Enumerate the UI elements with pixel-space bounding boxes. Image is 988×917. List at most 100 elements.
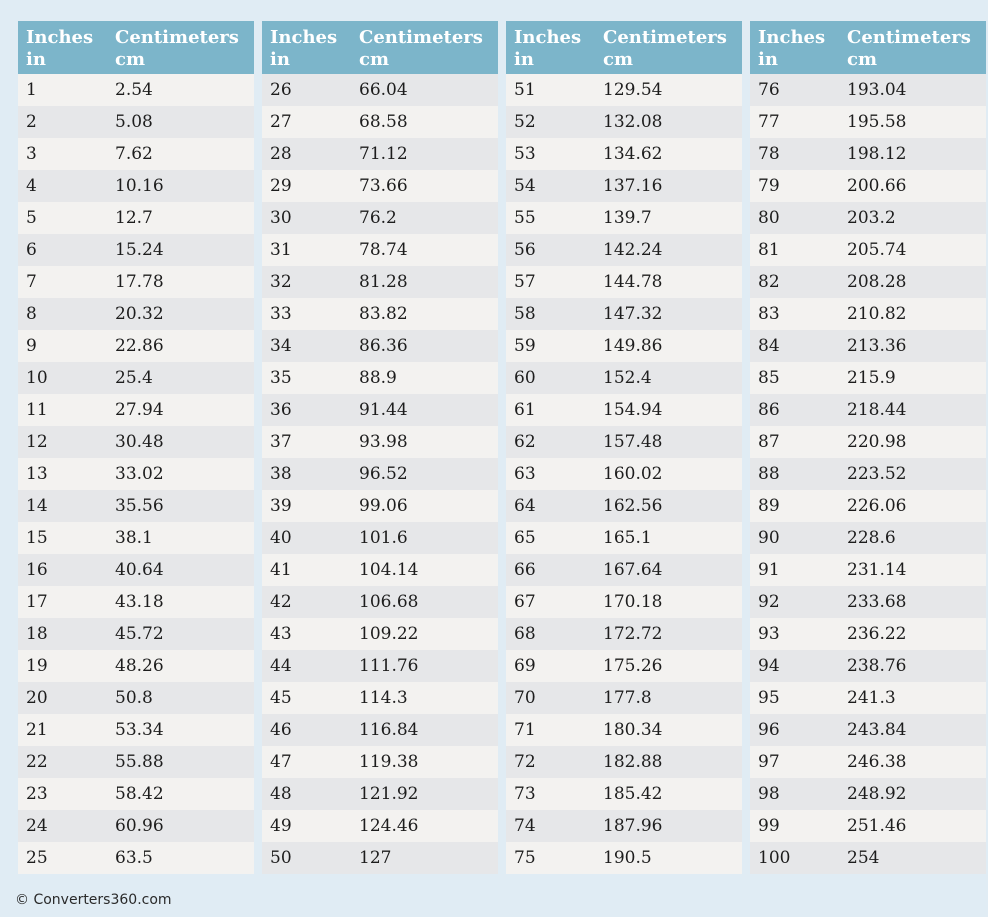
table-row: 79 200.66	[750, 170, 986, 202]
centimeters-value: 205.74	[847, 240, 907, 260]
inches-value: 86	[758, 400, 780, 420]
inches-value: 5	[26, 208, 37, 228]
centimeters-value: 218.44	[847, 400, 907, 420]
centimeters-value: 134.62	[603, 144, 663, 164]
table-row: 19 48.26	[18, 650, 254, 682]
centimeters-value: 193.04	[847, 80, 907, 100]
inches-value: 43	[270, 624, 292, 644]
inches-value: 13	[26, 464, 48, 484]
table-row: 38 96.52	[262, 458, 498, 490]
table-row: 4 10.16	[18, 170, 254, 202]
table-row: 48 121.92	[262, 778, 498, 810]
table-row: 8 20.32	[18, 298, 254, 330]
inches-value: 40	[270, 528, 292, 548]
inches-header-line1: Inches	[26, 27, 94, 48]
table-row: 39 99.06	[262, 490, 498, 522]
inches-value: 65	[514, 528, 536, 548]
inches-value: 89	[758, 496, 780, 516]
inches-value: 84	[758, 336, 780, 356]
inches-value: 36	[270, 400, 292, 420]
centimeters-header-line2: cm	[115, 49, 146, 70]
centimeters-value: 238.76	[847, 656, 907, 676]
inches-value: 51	[514, 80, 536, 100]
inches-value: 34	[270, 336, 292, 356]
inches-value: 63	[514, 464, 536, 484]
centimeters-value: 43.18	[115, 592, 164, 612]
centimeters-value: 223.52	[847, 464, 907, 484]
inches-value: 22	[26, 752, 48, 772]
table-row: 73 185.42	[506, 778, 742, 810]
centimeters-header-line2: cm	[359, 49, 390, 70]
inches-header-line2: in	[270, 49, 290, 70]
inches-value: 90	[758, 528, 780, 548]
table-row: 61 154.94	[506, 394, 742, 426]
table-row: 71 180.34	[506, 714, 742, 746]
table-row: 62 157.48	[506, 426, 742, 458]
inches-value: 25	[26, 848, 48, 868]
centimeters-header-line2: cm	[603, 49, 634, 70]
table-row: 70 177.8	[506, 682, 742, 714]
centimeters-value: 101.6	[359, 528, 408, 548]
table-row: 67 170.18	[506, 586, 742, 618]
centimeters-value: 243.84	[847, 720, 907, 740]
table-row: 84 213.36	[750, 330, 986, 362]
inches-value: 85	[758, 368, 780, 388]
inches-value: 81	[758, 240, 780, 260]
centimeters-value: 144.78	[603, 272, 663, 292]
table-row: 41 104.14	[262, 554, 498, 586]
inches-value: 72	[514, 752, 536, 772]
table-row: 42 106.68	[262, 586, 498, 618]
table-row: 11 27.94	[18, 394, 254, 426]
centimeters-value: 208.28	[847, 272, 907, 292]
inches-value: 100	[758, 848, 791, 868]
table-row: 16 40.64	[18, 554, 254, 586]
inches-value: 93	[758, 624, 780, 644]
inches-value: 99	[758, 816, 780, 836]
inches-value: 96	[758, 720, 780, 740]
table-row: 13 33.02	[18, 458, 254, 490]
inches-value: 53	[514, 144, 536, 164]
centimeters-value: 25.4	[115, 368, 153, 388]
inches-value: 18	[26, 624, 48, 644]
centimeters-value: 231.14	[847, 560, 907, 580]
inches-value: 38	[270, 464, 292, 484]
centimeters-value: 226.06	[847, 496, 907, 516]
centimeters-value: 251.46	[847, 816, 907, 836]
table-row: 94 238.76	[750, 650, 986, 682]
table-row: 76 193.04	[750, 74, 986, 106]
table-row: 93 236.22	[750, 618, 986, 650]
inches-value: 11	[26, 400, 48, 420]
centimeters-header-line1: Centimeters	[115, 27, 239, 48]
centimeters-value: 165.1	[603, 528, 652, 548]
centimeters-value: 20.32	[115, 304, 164, 324]
inches-header-line2: in	[514, 49, 534, 70]
inches-value: 7	[26, 272, 37, 292]
centimeters-value: 83.82	[359, 304, 408, 324]
inches-value: 70	[514, 688, 536, 708]
inches-value: 91	[758, 560, 780, 580]
table-row: 68 172.72	[506, 618, 742, 650]
table-row: 100 254	[750, 842, 986, 874]
inches-value: 98	[758, 784, 780, 804]
centimeters-value: 30.48	[115, 432, 164, 452]
centimeters-value: 78.74	[359, 240, 408, 260]
table-row: 3 7.62	[18, 138, 254, 170]
centimeters-value: 248.92	[847, 784, 907, 804]
inches-column-header: Inches in	[262, 27, 359, 74]
table-row: 26 66.04	[262, 74, 498, 106]
inches-value: 39	[270, 496, 292, 516]
table-row: 34 86.36	[262, 330, 498, 362]
table-row: 33 83.82	[262, 298, 498, 330]
table-header: Inches in Centimeters cm	[262, 21, 498, 74]
table-row: 90 228.6	[750, 522, 986, 554]
inches-value: 94	[758, 656, 780, 676]
table-row: 60 152.4	[506, 362, 742, 394]
centimeters-header-line1: Centimeters	[603, 27, 727, 48]
centimeters-value: 7.62	[115, 144, 153, 164]
centimeters-value: 119.38	[359, 752, 419, 772]
centimeters-value: 111.76	[359, 656, 419, 676]
inches-value: 95	[758, 688, 780, 708]
inches-value: 54	[514, 176, 536, 196]
centimeters-value: 96.52	[359, 464, 408, 484]
centimeters-value: 2.54	[115, 80, 153, 100]
